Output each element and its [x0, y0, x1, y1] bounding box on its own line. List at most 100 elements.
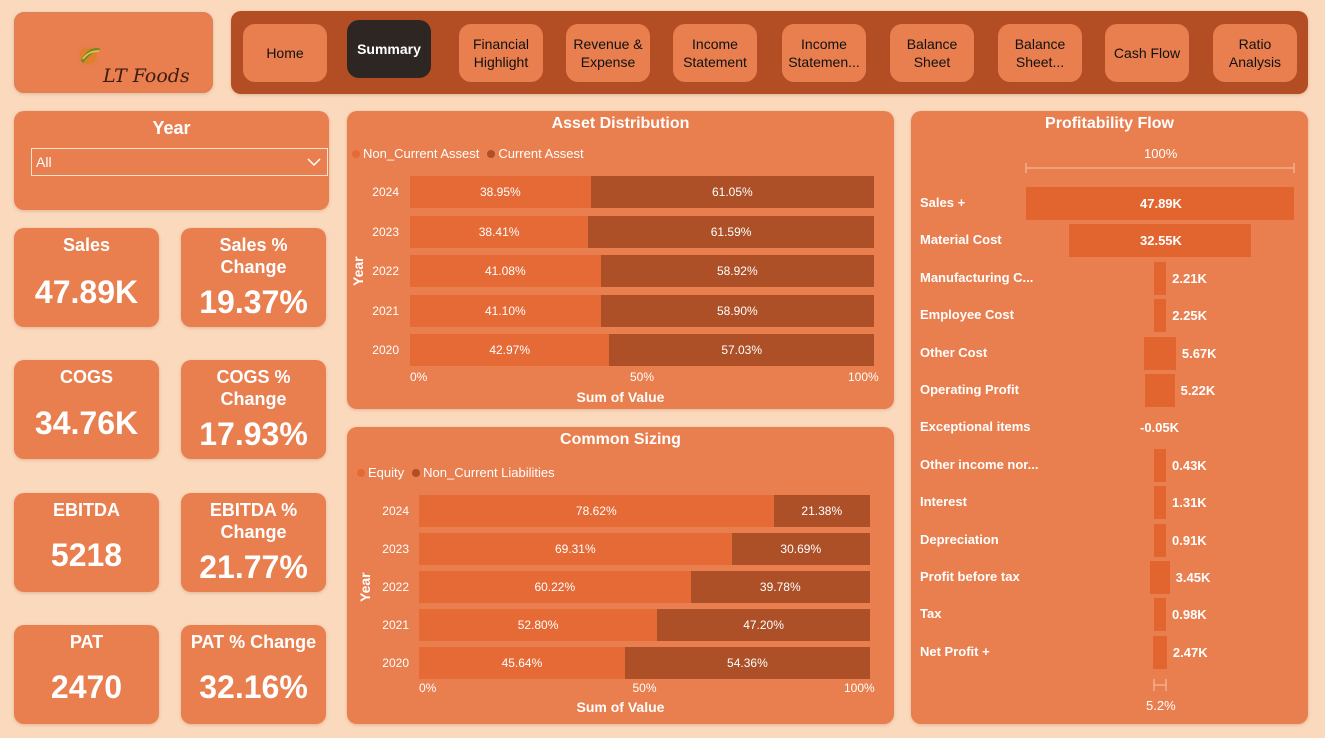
kpi-ebitda-change-card: EBITDA % Change 21.77% [181, 493, 326, 592]
bar-segment-second[interactable]: 30.69% [731, 533, 870, 565]
kpi-value: 19.37% [199, 284, 308, 320]
legend-item[interactable]: Current Assest [487, 146, 584, 161]
nav-balance-sheet-button[interactable]: Balance Sheet [890, 24, 974, 82]
x-tick-label: 100% [848, 370, 879, 384]
funnel-category-label: Material Cost [920, 232, 1002, 248]
nav-income-statement-button[interactable]: Income Statement [673, 24, 757, 82]
funnel-category-label: Operating Profit [920, 382, 1019, 397]
bar-segment-first[interactable]: 52.80% [419, 609, 658, 641]
y-tick-label: 2021 [372, 303, 399, 318]
stacked-bar[interactable]: 52.80% 47.20% [419, 609, 870, 641]
x-tick-label: 0% [410, 370, 428, 384]
funnel-value-label: 1.31K [1172, 495, 1207, 511]
funnel-bar[interactable] [1153, 261, 1167, 295]
top-percent-label: 100% [1144, 146, 1178, 161]
bar-segment-first[interactable]: 41.08% [410, 255, 601, 287]
year-dropdown-value: All [36, 154, 52, 170]
legend-item[interactable]: Non_Current Assest [352, 146, 479, 161]
kpi-value: 21.77% [199, 549, 308, 585]
year-slicer: Year All [14, 111, 329, 210]
y-tick-label: 2023 [372, 224, 399, 239]
kpi-value: 34.76K [34, 405, 139, 441]
legend-item[interactable]: Non_Current Liabilities [412, 465, 555, 480]
funnel-bar[interactable] [1154, 523, 1166, 557]
kpi-label: EBITDA % Change [209, 500, 298, 542]
funnel-value-label: 47.89K [1140, 196, 1182, 211]
nav-balance-sheet-2-button[interactable]: Balance Sheet... [998, 24, 1082, 82]
bar-segment-first[interactable]: 38.41% [410, 215, 589, 248]
stacked-bar[interactable]: 41.08% 58.92% [410, 255, 874, 287]
funnel-value-label: -0.05K [1140, 420, 1180, 436]
funnel-bar[interactable] [1153, 635, 1167, 669]
stacked-bar[interactable]: 69.31% 30.69% [419, 533, 870, 565]
bar-segment-second[interactable]: 61.59% [588, 215, 874, 248]
y-axis-title: Year [357, 572, 373, 602]
bottom-bracket-icon [1153, 679, 1167, 691]
y-axis-title: Year [350, 256, 366, 286]
funnel-bar[interactable] [1068, 224, 1252, 258]
funnel-bar[interactable] [1153, 299, 1167, 333]
stacked-bar[interactable]: 41.10% 58.90% [410, 294, 874, 327]
funnel-bar[interactable] [1150, 561, 1170, 594]
bar-segment-second[interactable]: 58.92% [600, 255, 874, 287]
kpi-pat-card: PAT 2470 [14, 625, 159, 724]
bar-segment-second[interactable]: 61.05% [590, 176, 874, 208]
nav-cash-flow-button[interactable]: Cash Flow [1105, 24, 1189, 82]
funnel-value-label: 2.21K [1172, 270, 1207, 286]
funnel-value-label: 2.25K [1172, 308, 1207, 324]
funnel-category-label: Profit before tax [920, 569, 1020, 584]
nav-ratio-analysis-button[interactable]: Ratio Analysis [1213, 24, 1297, 82]
funnel-bar[interactable] [1154, 448, 1166, 482]
stacked-bar[interactable]: 42.97% 57.03% [410, 334, 874, 366]
funnel-bar[interactable] [1144, 336, 1176, 370]
legend-label: Non_Current Assest [363, 146, 480, 161]
bar-segment-first[interactable]: 38.95% [410, 176, 591, 208]
stacked-bar[interactable]: 38.95% 61.05% [410, 176, 874, 208]
stacked-bar[interactable]: 60.22% 39.78% [419, 571, 870, 603]
nav-income-statement-2-button[interactable]: Income Statemen... [782, 24, 866, 82]
y-tick-label: 2022 [382, 580, 409, 594]
bar-segment-first[interactable]: 69.31% [419, 533, 732, 565]
bar-segment-first[interactable]: 78.62% [419, 495, 774, 527]
kpi-value: 5218 [50, 537, 123, 573]
bar-segment-second[interactable]: 58.90% [600, 294, 874, 327]
bar-segment-first[interactable]: 60.22% [419, 571, 691, 603]
bar-segment-second[interactable]: 21.38% [773, 495, 870, 527]
y-tick-label: 2021 [382, 618, 409, 632]
chevron-down-icon [307, 158, 321, 167]
legend-item[interactable]: Equity [357, 465, 404, 480]
bar-segment-first[interactable]: 45.64% [419, 647, 625, 679]
brand-name: LT Foods [103, 65, 190, 87]
legend-label: Current Assest [498, 146, 584, 161]
funnel-bar[interactable] [1145, 374, 1175, 407]
funnel-bar[interactable] [1026, 187, 1294, 220]
kpi-label: EBITDA [53, 500, 120, 520]
kpi-value: 32.16% [199, 669, 308, 705]
year-dropdown[interactable]: All [31, 148, 328, 176]
funnel-bar[interactable] [1154, 486, 1166, 520]
bar-segment-second[interactable]: 54.36% [624, 647, 870, 679]
funnel-value-label: 3.45K [1175, 570, 1211, 585]
stacked-bar[interactable]: 38.41% 61.59% [410, 215, 874, 248]
kpi-value: 47.89K [34, 274, 139, 310]
chart-title: Asset Distribution [551, 115, 690, 132]
bar-segment-second[interactable]: 57.03% [609, 334, 874, 366]
funnel-bar[interactable] [1154, 598, 1166, 632]
funnel-value-label: 0.98K [1172, 607, 1207, 623]
nav-revenue-expense-button[interactable]: Revenue & Expense [566, 24, 650, 82]
y-tick-label: 2024 [382, 504, 409, 518]
bar-segment-first[interactable]: 42.97% [410, 334, 610, 366]
x-tick-label: 50% [630, 370, 655, 384]
x-tick-label: 0% [419, 681, 437, 695]
nav-financial-highlight-button[interactable]: Financial Highlight [459, 24, 543, 82]
nav-summary-button[interactable]: Summary [347, 20, 431, 78]
stacked-bar[interactable]: 78.62% 21.38% [419, 495, 870, 527]
bar-segment-second[interactable]: 47.20% [657, 609, 870, 641]
logo: LT Foods [14, 12, 213, 93]
chart-title: Profitability Flow [1045, 115, 1174, 132]
bar-segment-first[interactable]: 41.10% [410, 294, 601, 327]
stacked-bar[interactable]: 45.64% 54.36% [419, 647, 870, 679]
bar-segment-second[interactable]: 39.78% [690, 571, 870, 603]
nav-home-button[interactable]: Home [243, 24, 327, 82]
kpi-ebitda-card: EBITDA 5218 [14, 493, 159, 592]
